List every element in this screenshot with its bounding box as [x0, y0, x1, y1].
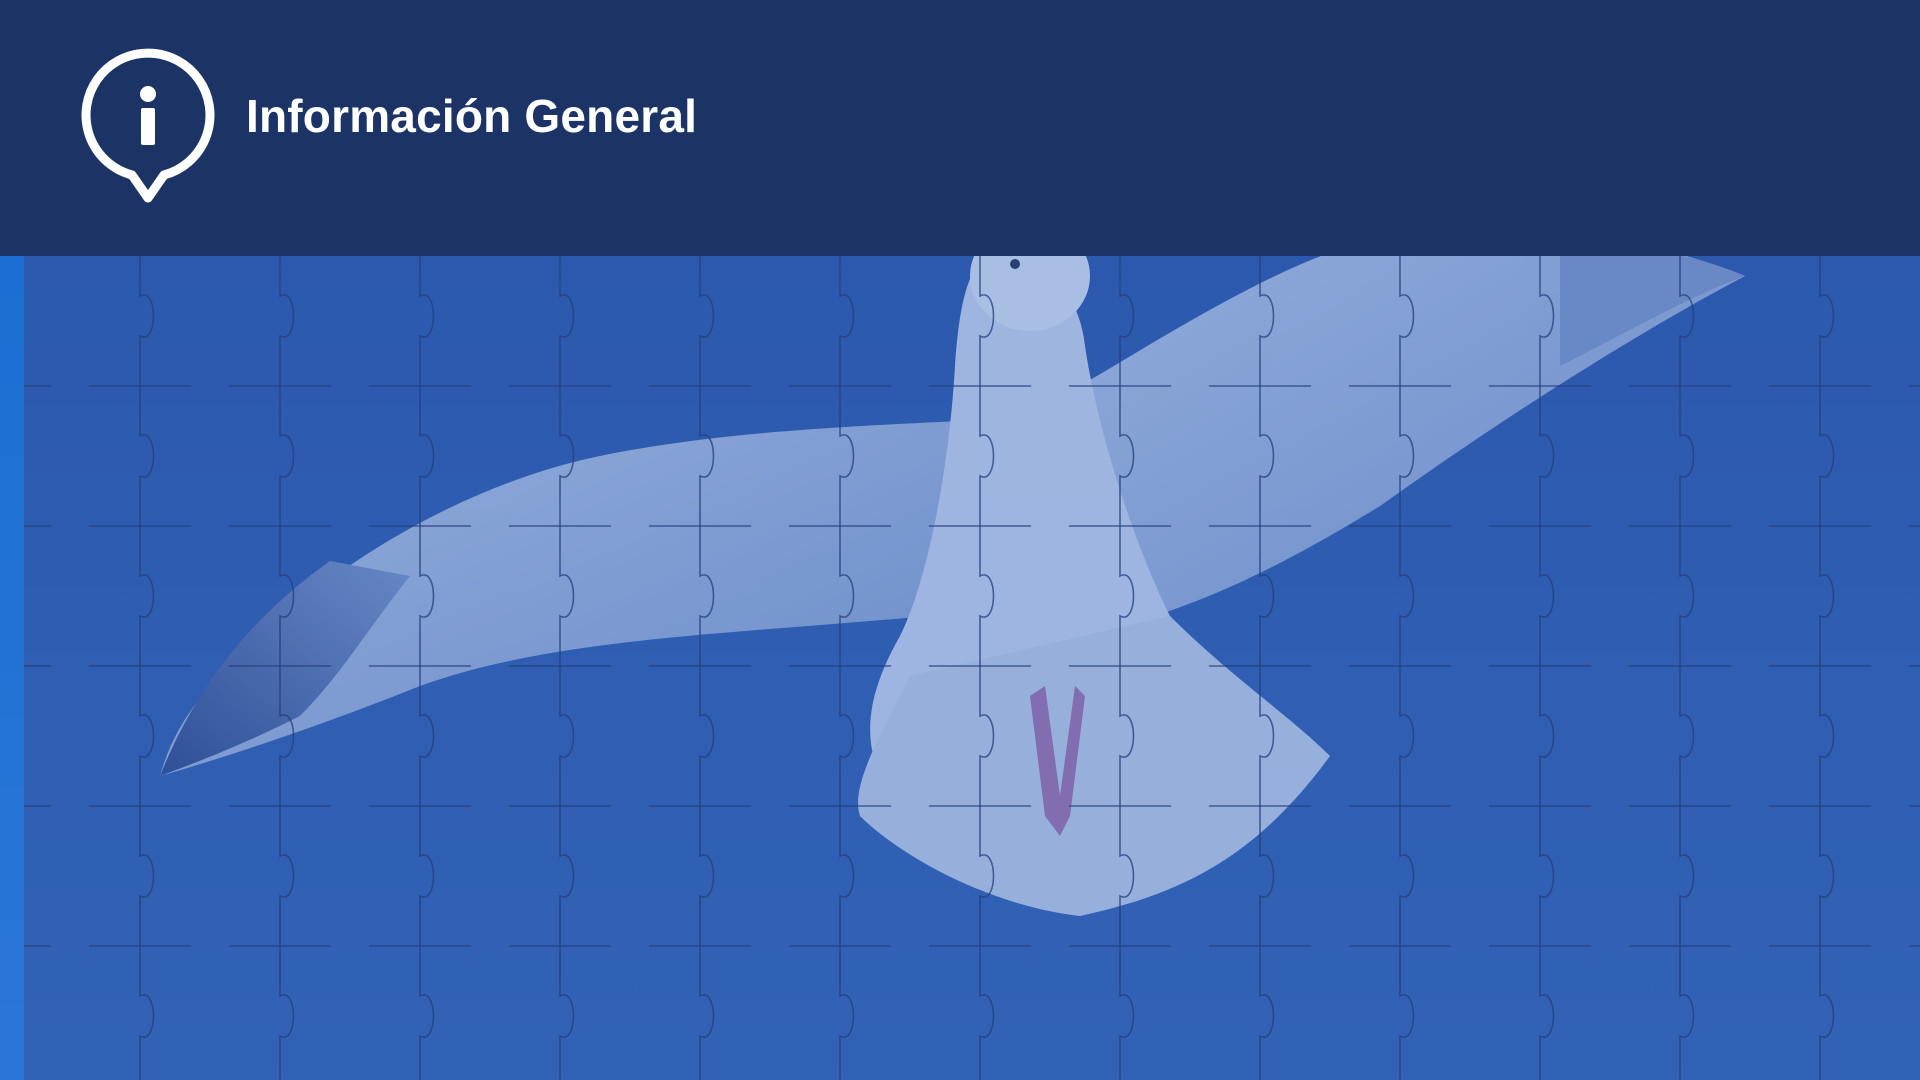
hero-background	[0, 256, 1920, 1080]
left-accent-strip	[0, 256, 24, 1080]
page-title: Información General	[246, 90, 698, 142]
info-pin-outline	[81, 48, 215, 203]
puzzle-overlay	[0, 256, 1920, 1080]
info-dot	[140, 86, 156, 102]
info-stem	[141, 108, 155, 145]
header-bar: Información General	[0, 0, 1920, 256]
info-pin-icon	[81, 48, 215, 203]
